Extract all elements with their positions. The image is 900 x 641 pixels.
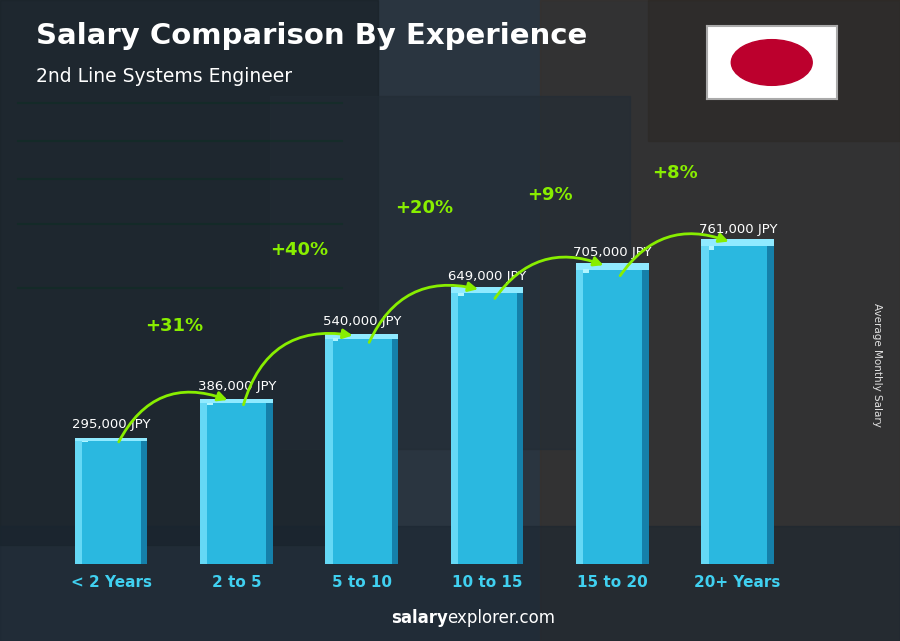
Bar xyxy=(75,438,148,441)
Bar xyxy=(200,403,273,564)
Text: Average Monthly Salary: Average Monthly Salary xyxy=(872,303,883,428)
Bar xyxy=(583,269,589,272)
Bar xyxy=(648,0,900,141)
Text: salary: salary xyxy=(392,609,448,627)
Text: 761,000 JPY: 761,000 JPY xyxy=(698,223,778,236)
FancyArrowPatch shape xyxy=(495,257,600,299)
Bar xyxy=(517,292,523,564)
Bar xyxy=(576,263,649,270)
FancyArrowPatch shape xyxy=(244,330,350,404)
Bar xyxy=(326,334,398,338)
Bar xyxy=(576,269,583,564)
Text: +40%: +40% xyxy=(270,241,328,259)
Bar xyxy=(0,0,378,545)
Bar xyxy=(701,240,774,246)
Text: 295,000 JPY: 295,000 JPY xyxy=(72,418,151,431)
FancyArrowPatch shape xyxy=(369,283,475,342)
Bar xyxy=(200,403,207,564)
Bar xyxy=(458,292,464,296)
Text: 649,000 JPY: 649,000 JPY xyxy=(448,270,526,283)
FancyArrowPatch shape xyxy=(620,234,725,276)
Bar xyxy=(576,269,649,564)
Bar xyxy=(200,399,273,403)
Bar xyxy=(333,338,338,341)
FancyArrowPatch shape xyxy=(119,392,225,442)
Bar xyxy=(270,96,630,449)
Text: 540,000 JPY: 540,000 JPY xyxy=(323,315,401,328)
Text: +20%: +20% xyxy=(395,199,454,217)
Bar xyxy=(266,403,273,564)
Bar xyxy=(0,526,900,641)
Bar xyxy=(451,292,523,564)
Bar xyxy=(768,246,774,564)
Bar xyxy=(708,246,715,249)
Bar xyxy=(392,338,398,564)
Bar xyxy=(701,246,774,564)
Bar xyxy=(326,338,333,564)
Text: explorer.com: explorer.com xyxy=(447,609,555,627)
Bar xyxy=(451,292,458,564)
Bar xyxy=(82,440,88,442)
Text: 2nd Line Systems Engineer: 2nd Line Systems Engineer xyxy=(36,67,292,87)
Text: Salary Comparison By Experience: Salary Comparison By Experience xyxy=(36,22,587,51)
Bar xyxy=(642,269,649,564)
Circle shape xyxy=(732,40,812,85)
Text: +31%: +31% xyxy=(145,317,202,335)
Text: +8%: +8% xyxy=(652,164,698,182)
Bar xyxy=(207,403,213,404)
Bar xyxy=(75,440,82,564)
Bar xyxy=(141,440,148,564)
Text: 386,000 JPY: 386,000 JPY xyxy=(198,379,276,393)
Text: 705,000 JPY: 705,000 JPY xyxy=(573,246,652,259)
Bar xyxy=(326,338,398,564)
Bar xyxy=(75,440,148,564)
Bar xyxy=(451,287,523,293)
Bar xyxy=(540,0,900,641)
Text: +9%: +9% xyxy=(526,187,572,204)
Bar xyxy=(701,246,708,564)
